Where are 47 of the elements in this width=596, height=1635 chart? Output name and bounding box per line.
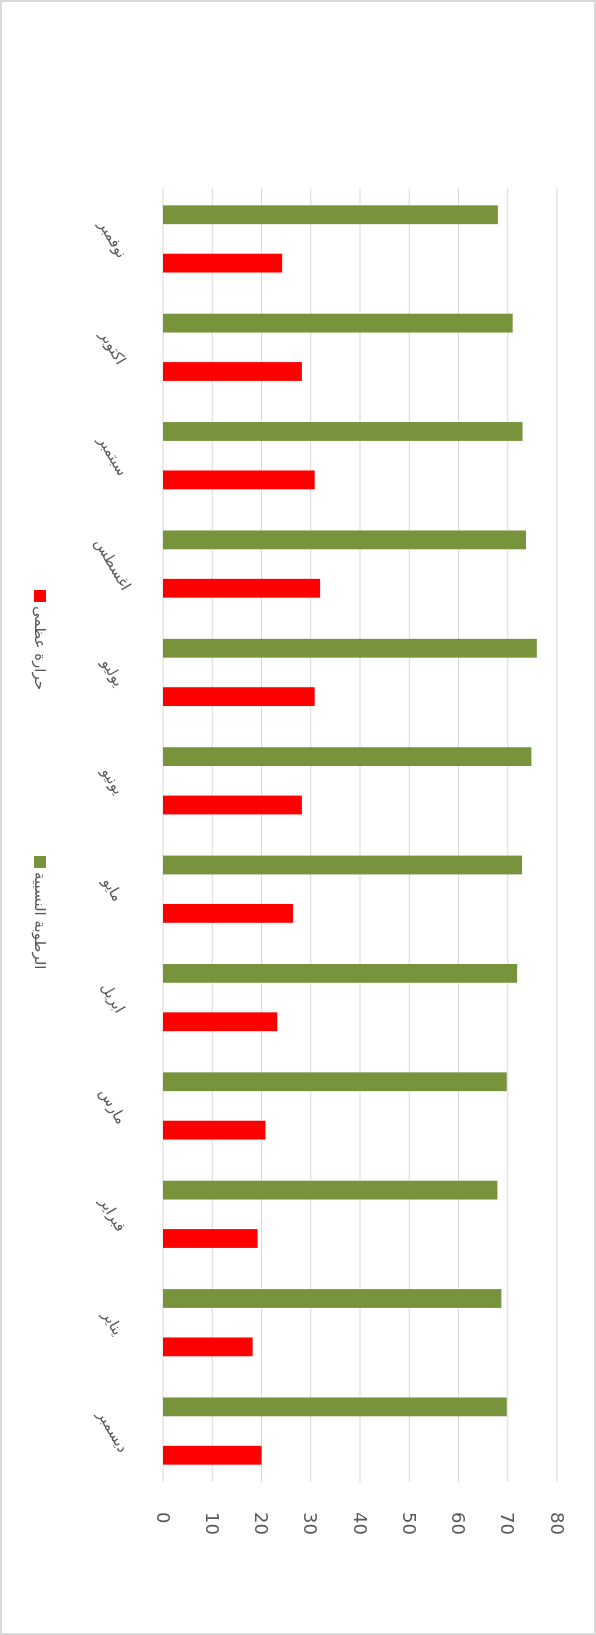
- bar: [163, 1397, 507, 1417]
- bar: [163, 530, 526, 550]
- bar: [163, 1012, 278, 1032]
- bar: [163, 253, 283, 273]
- bar: [163, 638, 537, 658]
- y-tick-label: يوليو: [97, 654, 128, 690]
- x-tick-label: 50: [398, 1512, 420, 1535]
- y-tick-label: اكتوبر: [95, 326, 130, 368]
- bar: [163, 855, 523, 875]
- legend-label: الرطوبة النسبية: [30, 872, 49, 970]
- y-tick-label: اغسطس: [90, 535, 135, 594]
- y-tick-label: مارس: [95, 1085, 131, 1128]
- x-tick-label: 20: [251, 1512, 273, 1535]
- bar: [163, 470, 315, 490]
- bar: [163, 1120, 266, 1140]
- y-tick-label: سبتمبر: [93, 431, 132, 479]
- bar: [163, 903, 294, 923]
- legend-label: حرارة عظمى: [30, 606, 49, 691]
- bar: [163, 1445, 262, 1465]
- y-tick-label: يونيو: [97, 763, 128, 798]
- x-tick-label: 80: [546, 1512, 568, 1535]
- y-tick-label: يناير: [98, 1306, 128, 1339]
- bar: [163, 1229, 258, 1248]
- x-tick-label: 40: [349, 1512, 371, 1535]
- bar: [163, 1180, 498, 1200]
- bar: [163, 422, 523, 441]
- bar: [163, 205, 498, 225]
- x-tick-label: 60: [448, 1512, 470, 1535]
- x-tick-label: 30: [300, 1512, 322, 1535]
- bar: [163, 687, 315, 707]
- bar: [163, 1337, 253, 1357]
- x-tick-label: 0: [152, 1512, 174, 1524]
- x-tick-label: 70: [497, 1512, 519, 1535]
- bar: [163, 362, 302, 381]
- y-tick-label: ابريل: [96, 979, 129, 1017]
- y-tick-label: فبراير: [95, 1193, 130, 1235]
- bar: [163, 578, 321, 598]
- bar: [163, 963, 518, 983]
- y-tick-label: ديسمبر: [93, 1406, 133, 1456]
- y-tick-label: مايو: [98, 873, 127, 905]
- x-tick-label: 10: [201, 1512, 223, 1535]
- y-tick-label: نوفمبر: [94, 216, 131, 262]
- bar: [163, 747, 532, 767]
- bar: [163, 1289, 502, 1308]
- bar: [163, 795, 302, 815]
- bar: [163, 313, 513, 333]
- bar: [163, 1072, 507, 1092]
